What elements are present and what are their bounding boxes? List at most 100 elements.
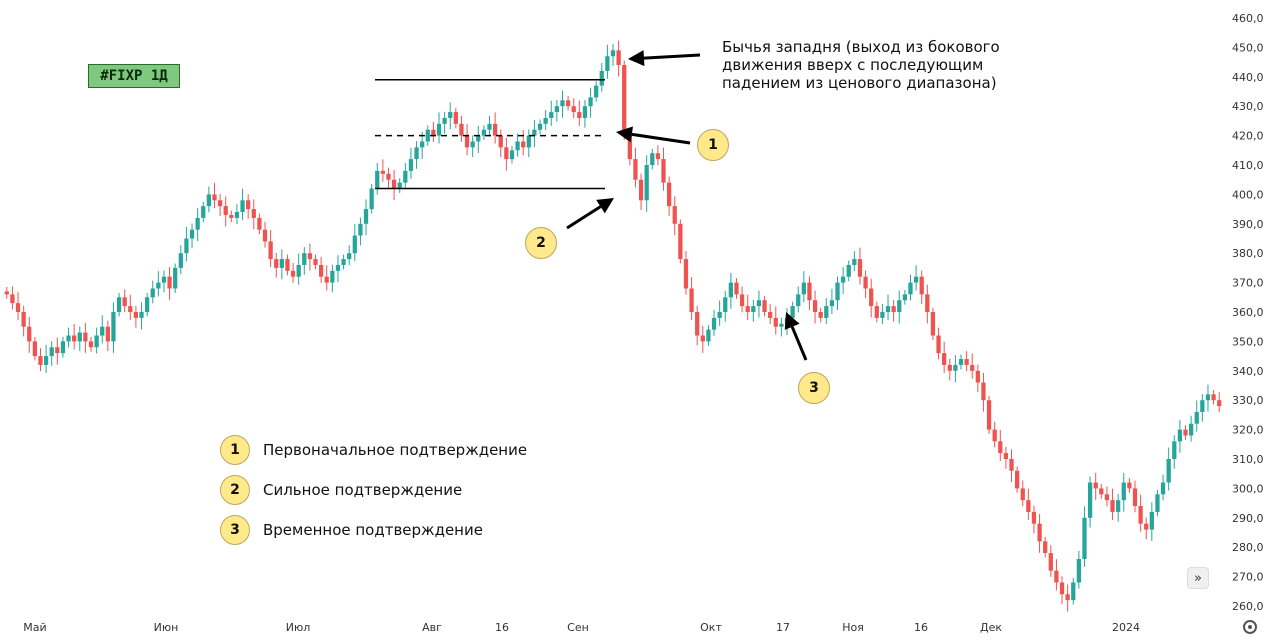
candle — [10, 286, 15, 310]
y-tick-label: 390,0 — [1232, 218, 1264, 231]
candle — [492, 112, 498, 144]
arrow-2 — [566, 198, 614, 230]
candle — [554, 100, 560, 122]
candle — [571, 98, 576, 119]
candle — [1211, 389, 1216, 405]
candle — [1172, 435, 1177, 469]
candle — [1200, 394, 1205, 422]
candle — [689, 277, 694, 320]
candle — [167, 267, 172, 300]
candle — [66, 327, 71, 348]
candle — [1020, 480, 1025, 507]
ticker-label: #FIXP 1Д — [88, 64, 180, 88]
candle — [1183, 425, 1188, 440]
y-tick-label: 370,0 — [1232, 277, 1264, 290]
candle — [661, 147, 666, 191]
candle — [650, 148, 655, 170]
candle — [1026, 488, 1031, 520]
candle — [324, 265, 329, 291]
candle — [1009, 449, 1014, 483]
candle — [257, 213, 262, 235]
candle — [863, 270, 868, 299]
candle — [1082, 506, 1087, 567]
candle — [1177, 419, 1183, 453]
candle — [549, 100, 554, 126]
candle — [1003, 446, 1009, 469]
candle — [1116, 493, 1121, 522]
candle — [998, 429, 1003, 462]
candle — [801, 271, 806, 303]
candle — [1054, 559, 1059, 591]
candle — [711, 309, 717, 336]
candle — [515, 133, 520, 157]
candle — [217, 194, 223, 216]
candle — [1065, 584, 1070, 612]
candle — [335, 255, 341, 283]
candle — [818, 307, 823, 323]
candle — [610, 44, 616, 66]
candle — [1127, 478, 1132, 493]
candle — [487, 115, 492, 136]
candle — [751, 299, 756, 322]
candle — [706, 325, 711, 346]
candle — [341, 254, 346, 270]
settings-icon[interactable] — [1243, 620, 1257, 634]
y-tick-label: 380,0 — [1232, 247, 1264, 260]
candle — [1048, 545, 1053, 577]
candle — [880, 304, 885, 325]
candle — [459, 115, 464, 142]
candle — [49, 341, 54, 366]
candle — [201, 201, 206, 223]
x-tick-label: Июн — [154, 621, 179, 634]
candle — [678, 219, 683, 264]
candle — [43, 344, 49, 373]
candle — [891, 299, 896, 322]
candle — [992, 421, 997, 448]
candle — [622, 60, 627, 141]
annotation-text: Бычья западня (выход из бокового движени… — [722, 38, 1000, 92]
candle — [919, 270, 924, 305]
candle — [290, 262, 296, 283]
candle — [953, 355, 958, 383]
candle — [897, 290, 902, 324]
legend-label-1: Первоначальное подтверждение — [263, 441, 528, 459]
x-tick-label: Июл — [286, 621, 311, 634]
candle — [1059, 576, 1065, 604]
candle — [32, 336, 38, 361]
candle — [72, 324, 77, 350]
candle — [908, 274, 913, 301]
scroll-to-latest-button[interactable]: » — [1187, 567, 1209, 589]
candle — [1149, 502, 1154, 542]
candle — [644, 155, 649, 212]
candle — [128, 294, 133, 320]
candle — [1144, 517, 1149, 540]
legend-badge-2: 2 — [220, 475, 250, 505]
candle — [184, 227, 189, 262]
candle — [930, 307, 936, 340]
x-tick-label: Окт — [700, 621, 722, 634]
candle — [21, 305, 26, 337]
candle — [307, 243, 313, 271]
candle — [986, 395, 992, 435]
candle — [857, 247, 863, 285]
candle — [83, 322, 88, 353]
x-tick-label: 16 — [914, 621, 928, 634]
candle — [633, 147, 638, 188]
candle — [251, 199, 256, 230]
marker-badge-1: 1 — [697, 129, 729, 161]
x-tick-label: Дек — [980, 621, 1002, 634]
candle — [936, 327, 941, 360]
x-tick-label: 2024 — [1112, 621, 1140, 634]
candle — [122, 289, 127, 313]
candle — [1071, 578, 1076, 605]
candle — [453, 107, 458, 129]
candle — [869, 278, 874, 318]
candle — [414, 141, 419, 169]
candle — [695, 305, 700, 346]
candle — [666, 176, 672, 216]
y-tick-label: 430,0 — [1232, 100, 1264, 113]
y-tick-label: 350,0 — [1232, 335, 1264, 348]
candle — [375, 162, 380, 195]
candle — [347, 245, 352, 266]
